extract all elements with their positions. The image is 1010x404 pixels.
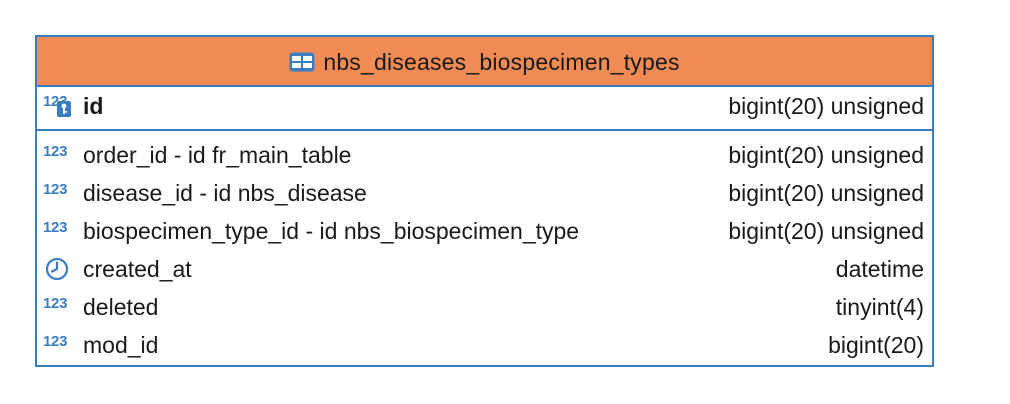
primary-key-section: 123 id bigint(20) unsigned [37, 87, 932, 131]
column-type: bigint(20) unsigned [728, 141, 924, 168]
entity-title: nbs_diseases_biospecimen_types [323, 48, 680, 75]
column-row-mod-id[interactable]: 123 mod_id bigint(20) [37, 326, 932, 364]
column-name: order_id - id fr_main_table [83, 141, 352, 168]
column-name: mod_id [83, 331, 159, 358]
entity-box[interactable]: nbs_diseases_biospecimen_types 123 id bi… [35, 35, 934, 367]
column-type: bigint(20) unsigned [728, 217, 924, 244]
column-row-disease-id[interactable]: 123 disease_id - id nbs_disease bigint(2… [37, 174, 932, 212]
column-name: biospecimen_type_id - id nbs_biospecimen… [83, 217, 580, 244]
clock-icon [43, 257, 77, 281]
numeric-icon: 123 [43, 218, 68, 236]
column-type: tinyint(4) [835, 293, 924, 320]
numeric-key-icon: 123 [43, 93, 77, 118]
column-row-deleted[interactable]: 123 deleted tinyint(4) [37, 288, 932, 326]
key-icon [57, 101, 71, 117]
column-row-order-id[interactable]: 123 order_id - id fr_main_table bigint(2… [37, 136, 932, 174]
column-name: created_at [83, 255, 192, 282]
numeric-icon: 123 [43, 332, 68, 350]
column-row-biospecimen-type-id[interactable]: 123 biospecimen_type_id - id nbs_biospec… [37, 212, 932, 250]
numeric-icon: 123 [43, 142, 68, 160]
column-name: disease_id - id nbs_disease [83, 179, 367, 206]
numeric-icon: 123 [43, 294, 68, 312]
column-name: deleted [83, 293, 159, 320]
table-icon [289, 52, 315, 72]
column-name: id [83, 92, 104, 119]
column-type: datetime [835, 255, 924, 282]
numeric-icon: 123 [43, 180, 68, 198]
column-type: bigint(20) unsigned [728, 179, 924, 206]
columns-section: 123 order_id - id fr_main_table bigint(2… [37, 131, 932, 364]
column-type: bigint(20) [828, 331, 924, 358]
column-row-id[interactable]: 123 id bigint(20) unsigned [37, 87, 932, 125]
column-type: bigint(20) unsigned [728, 92, 924, 119]
entity-header: nbs_diseases_biospecimen_types [37, 37, 932, 87]
column-row-created-at[interactable]: created_at datetime [37, 250, 932, 288]
